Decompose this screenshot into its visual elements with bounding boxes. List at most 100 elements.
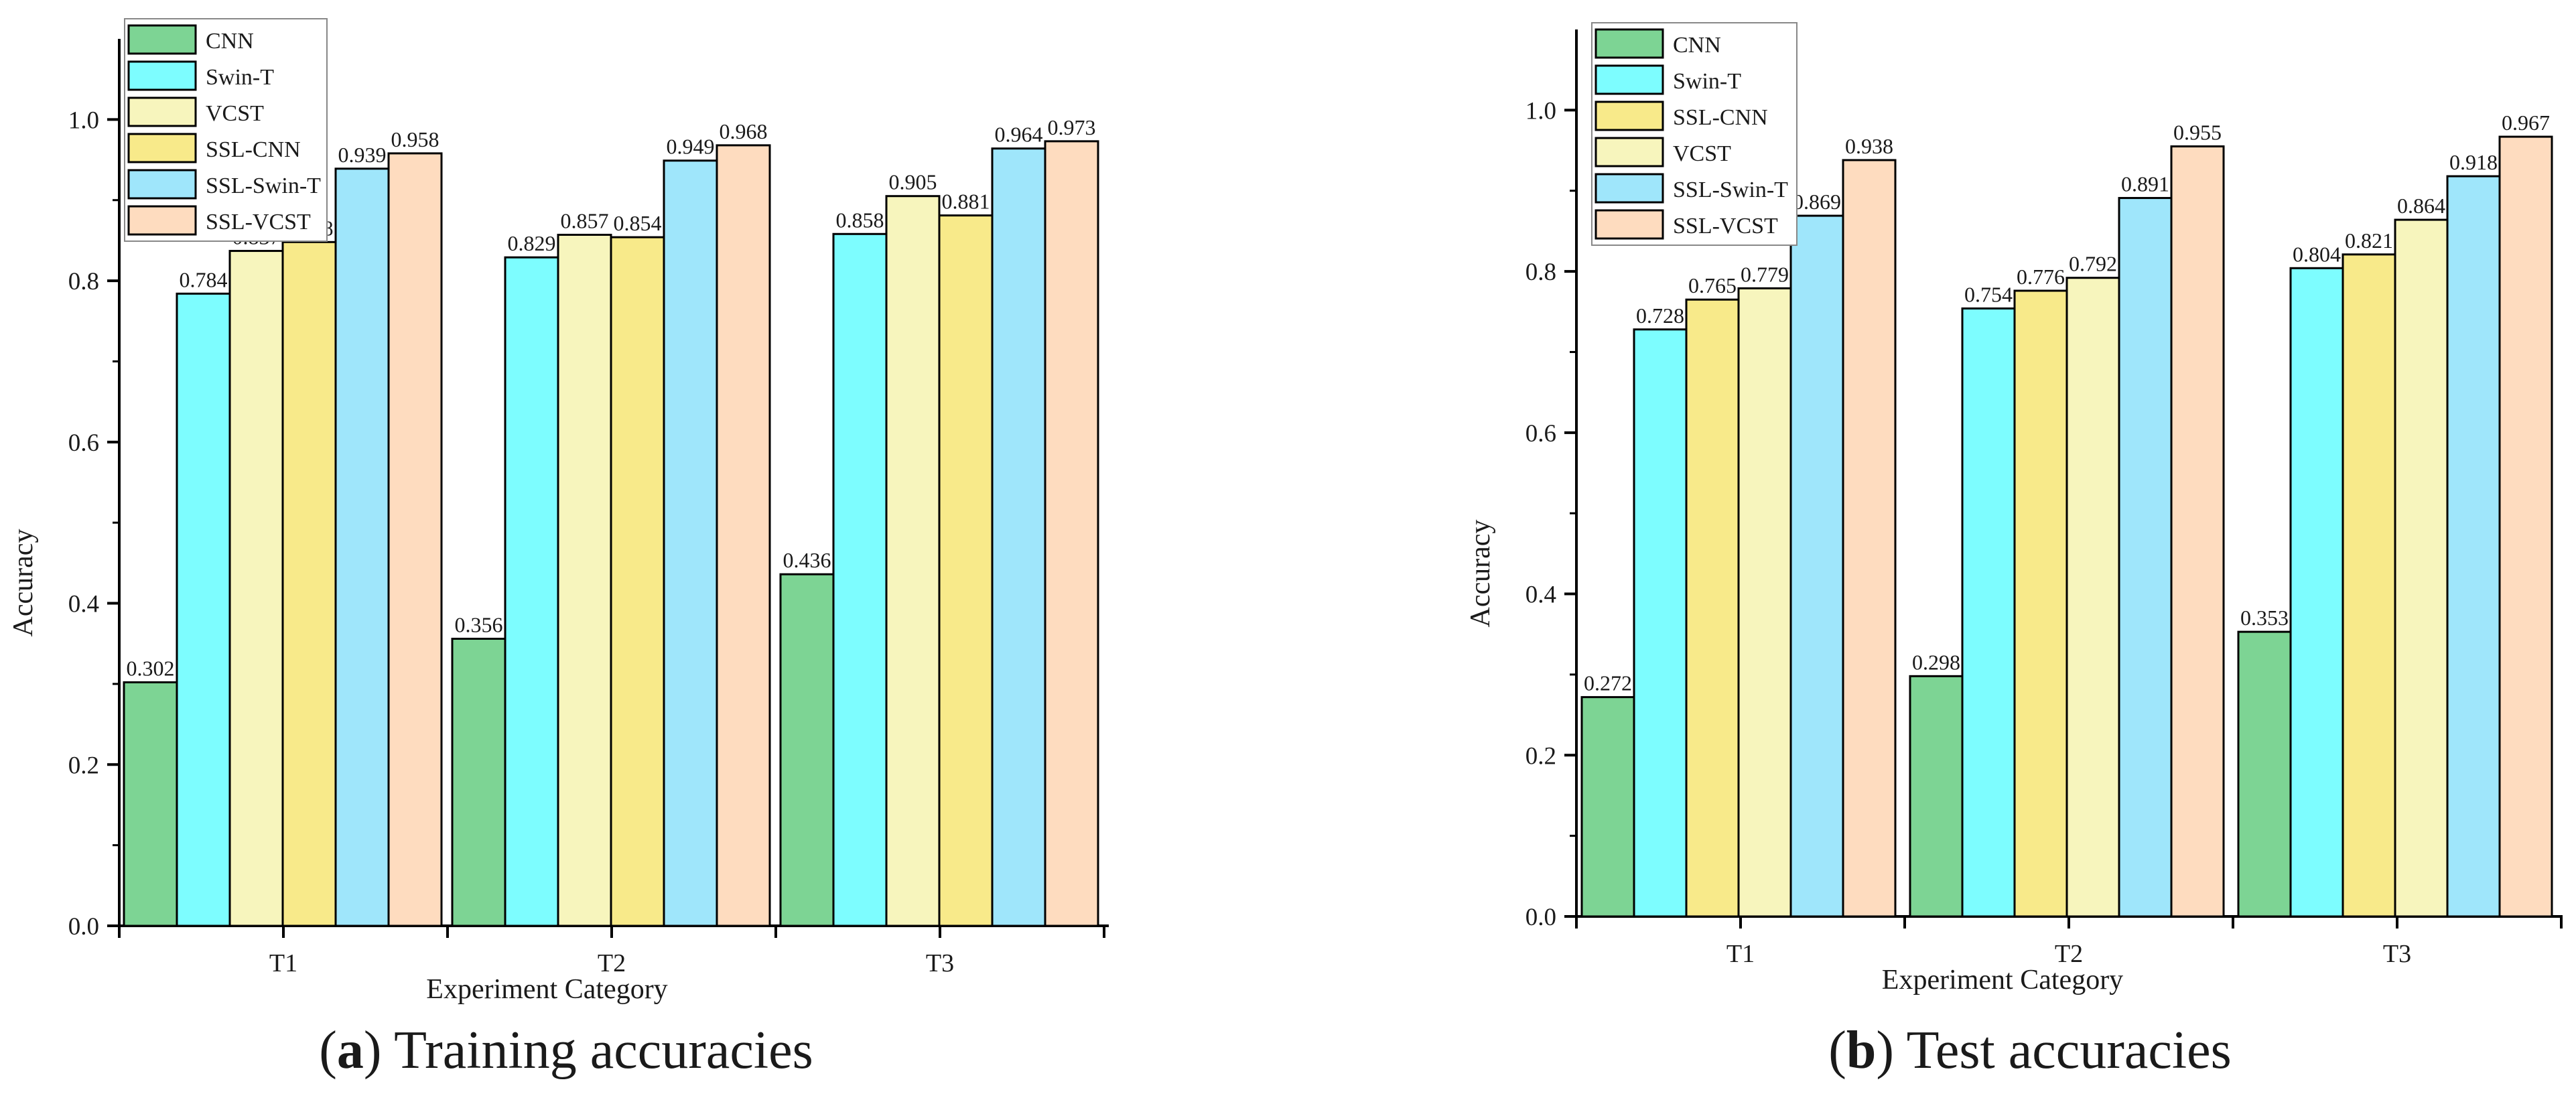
caption-text: Test accuracies	[1907, 1021, 2232, 1080]
bar	[2446, 175, 2501, 918]
x-axis-label: Experiment Category	[1882, 965, 2123, 995]
bar	[1580, 696, 1635, 918]
y-tick-label: 0.4	[1526, 581, 1556, 609]
legend-label: SSL-Swin-T	[206, 174, 321, 198]
bar	[2394, 218, 2449, 918]
y-tick-label: 0.6	[1526, 420, 1556, 448]
caption-letter: b	[1846, 1021, 1877, 1080]
bar	[2118, 197, 2173, 918]
x-tick-label: T3	[2383, 940, 2411, 968]
bar	[610, 236, 665, 927]
bar-label: 0.938	[1845, 134, 1893, 158]
bar-label: 0.869	[1793, 190, 1841, 214]
bar-label: 0.964	[995, 123, 1043, 147]
legend: CNN Swin-T SSL-CNN VCST SSL-Swin-T SSL-VCST	[1591, 22, 1798, 246]
bar-label: 0.858	[836, 208, 884, 232]
bar-label: 0.967	[2502, 111, 2550, 135]
bar	[334, 167, 390, 927]
legend-swatch	[127, 24, 197, 55]
y-tick-label: 0.4	[68, 591, 99, 618]
bar-label: 0.955	[2173, 121, 2222, 145]
legend: CNN Swin-T VCST SSL-CNN SSL-Swin-T SSL-VCST	[124, 18, 328, 242]
bar	[1961, 307, 2016, 918]
bar	[451, 638, 506, 927]
y-tick-label: 0.0	[68, 913, 99, 941]
legend-swatch	[127, 169, 197, 200]
caption-paren-open: (	[1828, 1021, 1846, 1080]
bar-label: 0.854	[614, 211, 662, 235]
legend-label: VCST	[1673, 141, 1731, 166]
bar-label: 0.765	[1688, 273, 1737, 297]
bar	[779, 573, 835, 927]
legend-swatch	[1595, 28, 1664, 59]
bar	[2289, 267, 2344, 918]
bar-label: 0.784	[180, 267, 228, 291]
bar-label: 0.905	[889, 170, 937, 194]
bar-label: 0.881	[942, 190, 990, 214]
y-tick-label: 0.0	[1526, 904, 1556, 931]
bar-label: 0.804	[2293, 242, 2341, 266]
legend-swatch	[127, 205, 197, 236]
bar-label: 0.918	[2449, 150, 2498, 174]
legend-label: SSL-VCST	[1673, 214, 1778, 238]
caption-letter: a	[337, 1021, 364, 1080]
bar	[2170, 145, 2225, 918]
bar-label: 0.829	[508, 231, 556, 255]
bar-label: 0.949	[667, 135, 715, 159]
bar	[1737, 287, 1792, 918]
bar	[832, 232, 888, 927]
x-axis-label: Experiment Category	[426, 974, 667, 1005]
caption: (a) Training accuracies	[319, 1021, 813, 1080]
y-tick-label: 1.0	[1526, 97, 1556, 125]
legend-label: CNN	[1673, 33, 1721, 58]
bar-label: 0.968	[720, 119, 768, 143]
caption: (b) Test accuracies	[1828, 1021, 2232, 1080]
caption-paren-open: (	[319, 1021, 337, 1080]
y-tick-label: 0.8	[68, 268, 99, 295]
bar	[387, 152, 443, 927]
legend-label: SSL-Swin-T	[1673, 178, 1788, 202]
bar	[716, 144, 771, 927]
x-tick-label: T3	[926, 949, 954, 977]
y-tick-label: 0.6	[68, 429, 99, 457]
legend-label: Swin-T	[1673, 69, 1741, 94]
bar-label: 0.776	[2017, 265, 2065, 289]
bar	[2237, 630, 2292, 918]
bar-label: 0.857	[561, 208, 609, 232]
x-tick-label: T2	[598, 949, 626, 977]
legend-frame	[1591, 22, 1798, 246]
bar-label: 0.779	[1741, 262, 1789, 286]
y-tick-label: 0.8	[1526, 259, 1556, 286]
bar	[1909, 675, 1964, 918]
y-tick-label: 0.2	[68, 752, 99, 779]
legend-swatch	[1595, 100, 1664, 131]
bar-label: 0.958	[391, 127, 439, 151]
legend-label: SSL-VCST	[206, 210, 311, 234]
legend-swatch	[1595, 209, 1664, 240]
y-axis-label: Accuracy	[8, 529, 39, 637]
bar-label: 0.939	[338, 143, 387, 167]
bar	[2013, 289, 2068, 918]
bar-label: 0.754	[1964, 282, 2013, 306]
bar	[504, 256, 559, 927]
bar-label: 0.821	[2345, 228, 2393, 253]
y-tick-label: 1.0	[68, 107, 99, 134]
legend-swatch	[127, 96, 197, 127]
legend-label: Swin-T	[206, 65, 274, 90]
y-axis-label: Accuracy	[1465, 520, 1496, 628]
bar-label: 0.302	[127, 657, 175, 681]
legend-swatch	[1595, 137, 1664, 167]
bar	[663, 159, 718, 927]
legend-swatch	[1595, 64, 1664, 95]
bar-label: 0.356	[455, 613, 503, 637]
x-tick-label: T2	[2055, 940, 2083, 968]
bar-label: 0.864	[2397, 194, 2445, 218]
bar	[557, 233, 612, 927]
x-tick-label: T1	[269, 949, 297, 977]
legend-label: VCST	[206, 101, 264, 126]
legend-swatch	[127, 133, 197, 163]
legend-label: CNN	[206, 29, 254, 54]
